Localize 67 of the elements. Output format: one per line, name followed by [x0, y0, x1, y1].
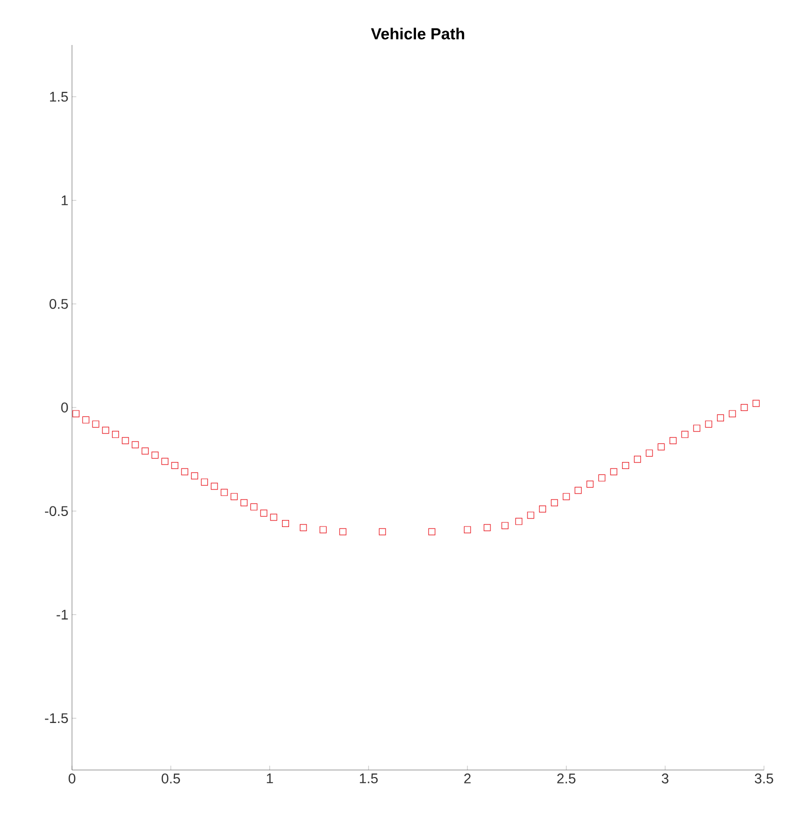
point	[586, 480, 594, 488]
x-tick-label: 2	[464, 774, 471, 784]
point	[282, 520, 290, 527]
point	[220, 488, 228, 496]
point	[562, 493, 570, 500]
point	[574, 486, 582, 494]
chart-title: Vehicle Path	[370, 28, 464, 40]
point	[122, 437, 129, 444]
y-tick-label: 0.5	[50, 298, 68, 309]
point	[161, 458, 168, 465]
point	[132, 441, 139, 448]
point	[515, 518, 522, 525]
point	[378, 528, 386, 536]
point	[705, 420, 712, 428]
point	[658, 443, 665, 450]
y-tick-label: -1.5	[44, 713, 68, 724]
point	[171, 462, 178, 469]
point	[210, 482, 218, 490]
point	[102, 426, 110, 434]
point	[260, 510, 268, 517]
point	[464, 526, 471, 534]
x-tick-label: 0	[68, 774, 76, 784]
point	[539, 505, 546, 512]
point	[717, 414, 724, 422]
point	[646, 450, 653, 457]
point	[112, 430, 119, 438]
x-tick-label: 3.5	[754, 774, 774, 784]
point	[191, 472, 198, 480]
point	[693, 424, 700, 432]
point	[501, 522, 508, 530]
x-tick-label: 2.5	[557, 774, 576, 784]
point	[200, 478, 208, 486]
point	[230, 493, 238, 500]
point	[598, 474, 606, 482]
point	[681, 430, 688, 438]
point	[152, 452, 159, 459]
point	[752, 400, 760, 407]
point	[300, 524, 307, 532]
point	[634, 456, 641, 463]
y-tick-label: 1.5	[50, 92, 68, 102]
point	[740, 404, 748, 411]
point	[240, 499, 248, 506]
point	[728, 410, 736, 418]
point	[622, 462, 630, 469]
x-tick-label: 1.5	[360, 774, 378, 784]
y-tick-label: -0.5	[44, 506, 68, 516]
point	[72, 410, 80, 418]
point	[270, 514, 278, 521]
point	[610, 468, 618, 476]
y-tick-label: 1	[62, 196, 68, 206]
point	[527, 512, 534, 519]
x-tick-label: 0.5	[162, 774, 180, 784]
point	[92, 420, 100, 428]
point	[670, 437, 677, 444]
point	[428, 528, 436, 536]
point	[181, 468, 188, 476]
y-tick-label: 0	[61, 402, 68, 412]
point	[82, 416, 90, 424]
x-tick-label: 1	[266, 774, 273, 784]
x-tick-label: 3	[662, 774, 668, 784]
point	[320, 526, 327, 534]
point	[550, 499, 558, 506]
y-tick-label: -1	[56, 610, 68, 620]
point	[484, 524, 491, 532]
point	[339, 528, 346, 536]
point	[250, 503, 258, 510]
point	[142, 447, 149, 454]
